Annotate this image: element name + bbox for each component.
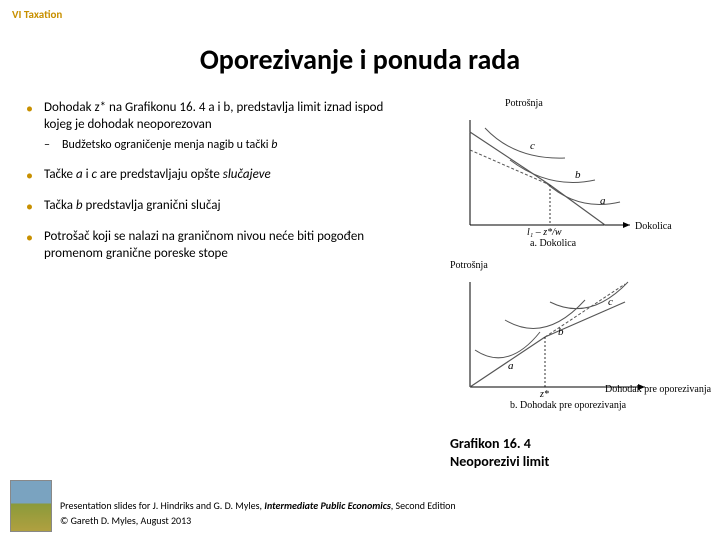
figB-top-label: Potrošnja	[450, 260, 488, 271]
figA-pt-c: c	[530, 140, 535, 152]
book-thumb-icon	[10, 480, 52, 532]
figB-xmark: z*	[540, 389, 549, 400]
bullet-list: Dohodak z* na Grafikonu 16. 4 a i b, pre…	[26, 100, 406, 277]
bullet-1-sub-i: b	[271, 138, 277, 152]
figA-caption: a. Dokolica	[530, 238, 576, 249]
footer-1a: Presentation slides for J. Hindriks and …	[60, 499, 264, 512]
figB-xlabel: Dohodak pre oporezivanja	[605, 384, 711, 395]
b3b: predstavlja granični slučaj	[83, 198, 221, 213]
b3i: b	[76, 198, 83, 213]
figB-pt-c: c	[608, 296, 613, 308]
bullet-1-text: Dohodak z* na Grafikonu 16. 4 a i b, pre…	[44, 100, 383, 132]
figB-caption: b. Dohodak pre oporezivanja	[510, 400, 626, 411]
bullet-4: Potrošač koji se nalazi na graničnom niv…	[26, 229, 406, 263]
figure-title: Grafikon 16. 4 Neoporezivi limit	[450, 435, 549, 470]
bullet-1-sub-text: Budžetsko ograničenje menja nagib u tačk…	[62, 138, 271, 152]
b2b: i	[83, 167, 92, 182]
bullet-1: Dohodak z* na Grafikonu 16. 4 a i b, pre…	[26, 100, 406, 153]
figA-pt-b: b	[575, 169, 581, 181]
chapter-label: VI Taxation	[12, 8, 62, 21]
figA-pt-a: a	[600, 195, 606, 207]
b2a: Tačke	[44, 167, 76, 182]
bullet-2: Tačke a i c are predstavljaju opšte sluč…	[26, 167, 406, 184]
figure-title-1: Grafikon 16. 4	[450, 435, 531, 452]
page-title: Oporezivanje i ponuda rada	[0, 42, 720, 77]
figB-pt-a: a	[508, 360, 514, 372]
figB-pt-b: b	[558, 326, 564, 338]
b2i1: a	[76, 167, 83, 182]
figure-b: Potrošnja c b a z* Dohodak pre oporeziva…	[450, 260, 700, 420]
footer-1b: Intermediate Public Economics	[264, 499, 390, 512]
figA-xlabel: Dokolica	[635, 221, 672, 232]
figA-top-label: Potrošnja	[505, 98, 543, 109]
figure-a: Potrošnja c b a l₁ – z*/w Dokolica a. Do…	[450, 98, 680, 253]
figure-title-2: Neoporezivi limit	[450, 453, 549, 470]
footer-1c: , Second Edition	[391, 499, 456, 512]
figA-xmark: l₁ – z*/w	[527, 227, 562, 238]
b4: Potrošač koji se nalazi na graničnom niv…	[44, 229, 364, 261]
footer: Presentation slides for J. Hindriks and …	[60, 498, 456, 528]
bullet-1-sub: Budžetsko ograničenje menja nagib u tačk…	[44, 138, 406, 154]
b3a: Tačka	[44, 198, 76, 213]
b2c: are predstavljaju opšte	[97, 167, 223, 182]
bullet-3: Tačka b predstavlja granični slučaj	[26, 198, 406, 215]
footer-2: © Gareth D. Myles, August 2013	[60, 514, 191, 527]
b2i3: slučajeve	[223, 167, 271, 182]
